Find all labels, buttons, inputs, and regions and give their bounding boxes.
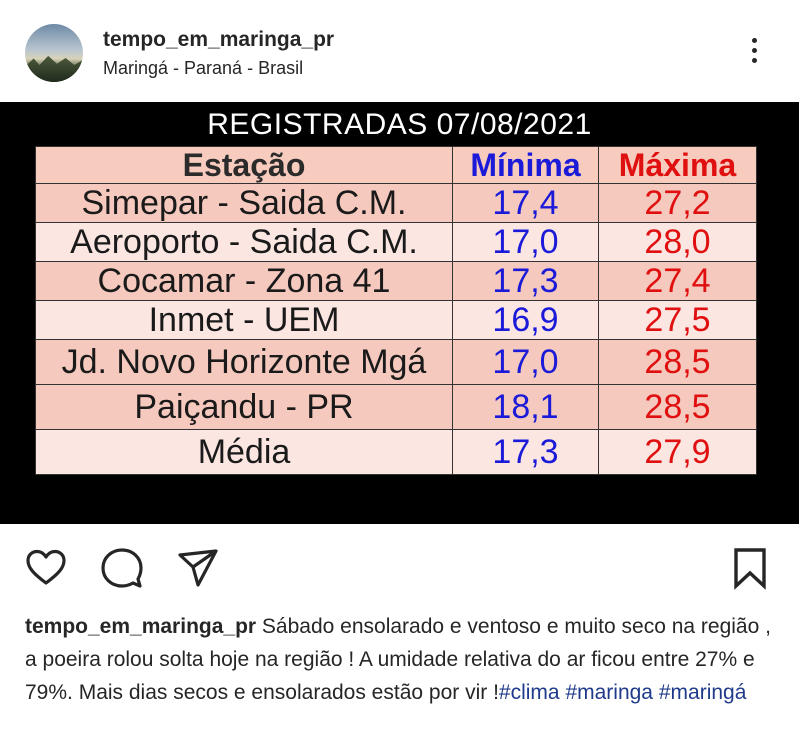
table-row: Aeroporto - Saida C.M. 17,0 28,0: [35, 222, 757, 262]
table-header-row: Estação Mínima Máxima: [35, 146, 757, 184]
min-cell: 17,0: [452, 339, 599, 385]
post-location[interactable]: Maringá - Paraná - Brasil: [103, 58, 304, 78]
comment-icon[interactable]: [100, 546, 144, 590]
min-cell: 16,9: [452, 300, 599, 340]
max-cell: 27,9: [598, 429, 757, 475]
avatar[interactable]: [25, 24, 83, 82]
action-bar: [0, 540, 799, 596]
max-cell: 27,4: [598, 261, 757, 301]
caption-text: Sábado ensolarado e ventoso e muito seco…: [25, 615, 771, 704]
hashtag-link[interactable]: #clima: [498, 681, 560, 704]
min-cell: 17,3: [452, 261, 599, 301]
min-cell: 17,4: [452, 183, 599, 223]
table-row: Simepar - Saida C.M. 17,4 27,2: [35, 183, 757, 223]
more-options-icon[interactable]: [744, 38, 764, 70]
max-cell: 28,5: [598, 339, 757, 385]
table-row: Paiçandu - PR 18,1 28,5: [35, 384, 757, 430]
share-icon[interactable]: [176, 546, 220, 590]
station-cell: Média: [35, 429, 453, 475]
hashtag-link[interactable]: #maringá: [658, 681, 747, 704]
temperature-table: Estação Mínima Máxima Simepar - Saida C.…: [35, 146, 757, 475]
min-cell: 17,3: [452, 429, 599, 475]
table-row: Inmet - UEM 16,9 27,5: [35, 300, 757, 340]
post-image[interactable]: REGISTRADAS 07/08/2021 Estação Mínima Má…: [0, 102, 799, 524]
column-header-min: Mínima: [452, 146, 599, 184]
avatar-landscape: [25, 55, 83, 82]
station-cell: Inmet - UEM: [35, 300, 453, 340]
station-cell: Paiçandu - PR: [35, 384, 453, 430]
table-row-average: Média 17,3 27,9: [35, 429, 757, 475]
min-cell: 18,1: [452, 384, 599, 430]
max-cell: 27,5: [598, 300, 757, 340]
column-header-station: Estação: [35, 146, 453, 184]
max-cell: 28,0: [598, 222, 757, 262]
station-cell: Cocamar - Zona 41: [35, 261, 453, 301]
max-cell: 28,5: [598, 384, 757, 430]
min-cell: 17,0: [452, 222, 599, 262]
station-cell: Jd. Novo Horizonte Mgá: [35, 339, 453, 385]
heart-icon[interactable]: [24, 546, 68, 590]
post-caption: tempo_em_maringa_pr Sábado ensolarado e …: [25, 610, 775, 709]
post-username[interactable]: tempo_em_maringa_pr: [103, 28, 335, 51]
column-header-max: Máxima: [598, 146, 757, 184]
max-cell: 27,2: [598, 183, 757, 223]
hashtag-link[interactable]: #maringa: [565, 681, 653, 704]
caption-username[interactable]: tempo_em_maringa_pr: [25, 615, 257, 638]
image-title: REGISTRADAS 07/08/2021: [207, 108, 592, 141]
post-header: tempo_em_maringa_pr Maringá - Paraná - B…: [0, 0, 799, 100]
bookmark-icon[interactable]: [728, 546, 772, 590]
station-cell: Aeroporto - Saida C.M.: [35, 222, 453, 262]
table-row: Jd. Novo Horizonte Mgá 17,0 28,5: [35, 339, 757, 385]
station-cell: Simepar - Saida C.M.: [35, 183, 453, 223]
table-row: Cocamar - Zona 41 17,3 27,4: [35, 261, 757, 301]
